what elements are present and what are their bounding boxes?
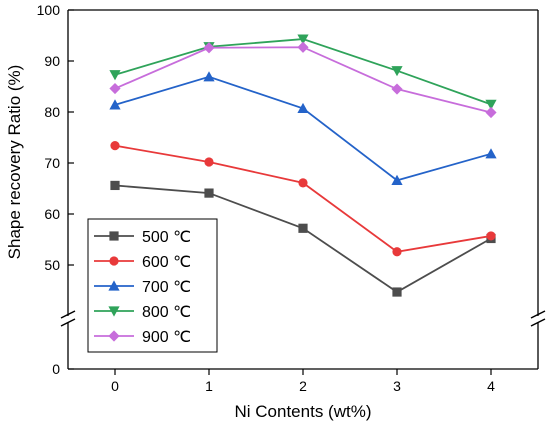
data-point	[391, 66, 403, 77]
legend-marker	[108, 280, 120, 291]
data-point	[297, 102, 309, 114]
data-point	[392, 247, 402, 257]
y-axis-ticks: 50 60 70 80 90 100 0	[37, 2, 74, 377]
x-tick-label: 4	[487, 378, 495, 394]
axis-break-left	[60, 310, 76, 327]
data-point	[485, 148, 497, 159]
series-line	[114, 75, 492, 182]
legend-item: 900 ℃	[94, 329, 191, 346]
legend-item: 700 ℃	[94, 279, 191, 296]
legend-label: 700 ℃	[142, 279, 191, 296]
y-tick-label: 50	[44, 257, 60, 273]
axis-break-right	[530, 310, 546, 327]
x-axis-ticks: 0 1 2 3 4	[111, 369, 495, 394]
data-point	[203, 71, 215, 82]
data-point	[392, 287, 402, 297]
legend-item: 800 ℃	[94, 304, 191, 321]
data-point	[298, 178, 308, 188]
legend-label: 500 ℃	[142, 229, 191, 246]
series-2	[109, 71, 497, 185]
legend-label: 900 ℃	[142, 329, 191, 346]
series-4	[109, 41, 497, 119]
data-point	[109, 99, 121, 110]
data-point	[298, 223, 308, 233]
y-axis-title: Shape recovery Ratio (%)	[5, 65, 24, 260]
y-tick-label: 0	[52, 361, 60, 377]
y-tick-label: 100	[37, 2, 61, 18]
series-layer	[109, 34, 497, 297]
x-tick-label: 2	[299, 378, 307, 394]
x-tick-label: 1	[205, 378, 213, 394]
data-point	[391, 83, 403, 95]
y-tick-label: 60	[44, 206, 60, 222]
legend-marker	[109, 256, 119, 266]
data-point	[391, 174, 403, 185]
y-tick-label: 70	[44, 155, 60, 171]
legend-item: 500 ℃	[94, 229, 191, 246]
data-point	[297, 41, 309, 53]
data-point	[203, 42, 215, 54]
legend-marker	[108, 306, 120, 317]
legend: 500 ℃ 600 ℃ 700 ℃ 800 ℃ 900 ℃	[87, 218, 218, 353]
x-axis-title: Ni Contents (wt%)	[235, 402, 372, 421]
x-tick-label: 3	[393, 378, 401, 394]
data-point	[485, 106, 497, 119]
legend-marker	[108, 330, 120, 342]
data-point	[110, 141, 120, 151]
data-point	[204, 157, 214, 167]
series-3	[109, 34, 497, 110]
legend-item: 600 ℃	[94, 254, 191, 271]
y-tick-label: 80	[44, 104, 60, 120]
data-point	[486, 231, 496, 241]
data-point	[110, 180, 120, 191]
x-tick-label: 0	[111, 378, 119, 394]
y-tick-label: 90	[44, 53, 60, 69]
legend-marker	[109, 231, 119, 241]
legend-label: 800 ℃	[142, 304, 191, 321]
data-point	[204, 188, 214, 198]
data-point	[109, 70, 121, 81]
data-point	[297, 34, 309, 45]
legend-label: 600 ℃	[142, 254, 191, 271]
data-point	[485, 99, 497, 110]
data-point	[109, 82, 121, 95]
series-1	[110, 141, 496, 257]
